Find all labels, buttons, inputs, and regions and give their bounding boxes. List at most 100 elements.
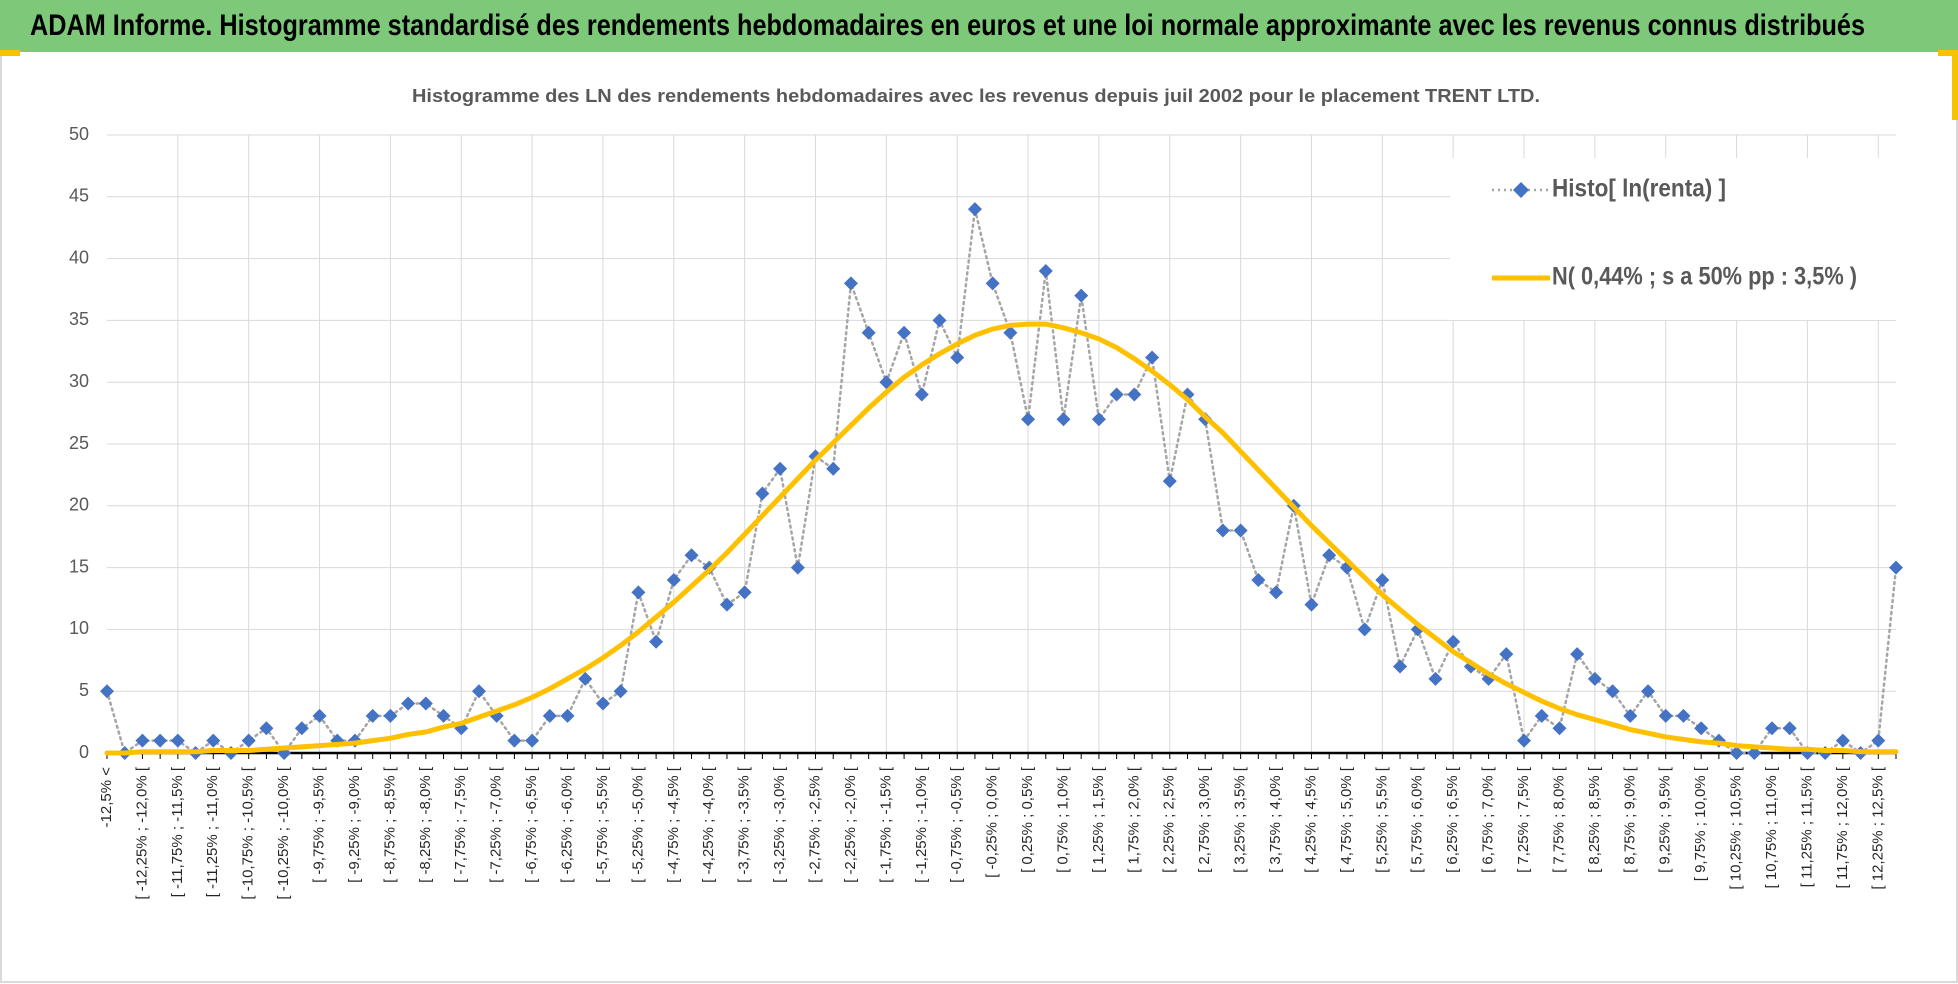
data-point (471, 684, 486, 699)
data-point (1322, 548, 1337, 563)
x-tick-label: [ -11,75% ; -11,5% [ (169, 766, 186, 897)
x-tick-label: [ 1,75% ; 2,0% [ (1125, 766, 1142, 873)
x-tick-label: [ -10,25% ; -10,0% [ (275, 766, 292, 899)
data-point (1127, 387, 1142, 402)
x-tick-label: [ 2,25% ; 2,5% [ (1161, 766, 1178, 873)
data-point (932, 313, 947, 328)
x-tick-label: [ 7,25% ; 7,5% [ (1515, 766, 1532, 873)
corner-accent (1938, 50, 1958, 56)
x-tick-label: [ 9,75% ; 10,0% [ (1692, 766, 1709, 881)
data-point (1570, 647, 1585, 662)
y-tick-label: 15 (69, 556, 89, 576)
corner-accent (1952, 50, 1958, 120)
data-point (365, 708, 380, 723)
data-point (1889, 560, 1903, 575)
data-point (153, 733, 168, 748)
data-point (170, 733, 185, 748)
data-point (1357, 622, 1372, 637)
legend-marker (1513, 182, 1529, 198)
corner-accent (0, 50, 20, 56)
x-tick-label: [ 10,75% ; 11,0% [ (1763, 766, 1780, 888)
x-tick-label: [ -3,25% ; -3,0% [ (771, 766, 788, 883)
data-point (719, 597, 734, 612)
data-point (1109, 387, 1124, 402)
series-line (104, 321, 1899, 756)
data-point (1552, 721, 1567, 736)
data-point (1251, 572, 1266, 587)
y-tick-label: 45 (69, 186, 89, 206)
y-tick-label: 5 (79, 680, 89, 700)
x-tick-label: [ 11,25% ; 11,5% [ (1798, 766, 1815, 887)
legend-label: Histo[ ln(renta) ] (1552, 175, 1726, 203)
data-point (755, 486, 770, 501)
x-tick-label: [ -5,75% ; -5,5% [ (594, 766, 611, 883)
data-point (1215, 523, 1230, 538)
x-tick-label: [ 1,25% ; 1,5% [ (1090, 766, 1107, 873)
x-tick-label: [ 4,75% ; 5,0% [ (1338, 766, 1355, 873)
chart-title: Histogramme des LN des rendements hebdom… (412, 86, 1540, 106)
x-tick-label: -12,5% < (98, 767, 115, 828)
data-point (1658, 708, 1673, 723)
data-point (1375, 572, 1390, 587)
x-tick-label: [ -4,75% ; -4,5% [ (665, 766, 682, 883)
y-tick-label: 25 (69, 433, 89, 453)
data-point (950, 350, 965, 365)
x-tick-label: [ -5,25% ; -5,0% [ (629, 766, 646, 883)
x-tick-label: [ 3,25% ; 3,5% [ (1232, 766, 1249, 873)
x-tick-label: [ -6,75% ; -6,5% [ (523, 766, 540, 883)
data-point (1641, 684, 1656, 699)
x-tick-label: [ -12,25% ; -12,0% [ (133, 766, 150, 899)
data-point (1605, 684, 1620, 699)
data-point (1003, 325, 1018, 340)
data-point (897, 325, 912, 340)
data-point (1162, 474, 1177, 489)
data-point (1304, 597, 1319, 612)
data-point (1074, 288, 1089, 303)
data-point (826, 461, 841, 476)
data-point (914, 387, 929, 402)
data-point (1145, 350, 1160, 365)
x-tick-label: [ 0,75% ; 1,0% [ (1054, 766, 1071, 873)
x-tick-label: [ -3,75% ; -3,5% [ (736, 766, 753, 883)
data-point (1446, 634, 1461, 649)
data-point (206, 733, 221, 748)
header-title: ADAM Informe. Histogramme standardisé de… (30, 9, 1865, 42)
y-tick-label: 50 (69, 124, 89, 144)
data-point (1694, 721, 1709, 736)
data-point (879, 375, 894, 390)
data-point (1056, 412, 1071, 427)
data-point (595, 696, 610, 711)
data-point (525, 733, 540, 748)
data-point (1091, 412, 1106, 427)
x-tick-label: [ 8,75% ; 9,0% [ (1621, 766, 1638, 873)
data-point (1765, 721, 1780, 736)
legend-box (1450, 158, 1896, 320)
x-tick-label: [ 6,25% ; 6,5% [ (1444, 766, 1461, 873)
header-bar (0, 0, 1958, 52)
data-point (790, 560, 805, 575)
data-point (294, 721, 309, 736)
legend-label: N( 0,44% ; s a 50% pp : 3,5% ) (1552, 263, 1857, 291)
data-point (985, 276, 1000, 291)
data-point (1782, 721, 1797, 736)
data-point (436, 708, 451, 723)
x-tick-label: [ -9,75% ; -9,5% [ (311, 766, 328, 883)
data-point (649, 634, 664, 649)
x-tick-label: [ 12,25% ; 12,5% [ (1869, 766, 1886, 889)
data-point (1499, 647, 1514, 662)
data-point (631, 585, 646, 600)
y-tick-label: 35 (69, 309, 89, 329)
x-tick-label: [ 0,25% ; 0,5% [ (1019, 766, 1036, 873)
x-tick-label: [ 5,75% ; 6,0% [ (1409, 766, 1426, 873)
data-point (843, 276, 858, 291)
x-tick-label: [ 6,75% ; 7,0% [ (1480, 766, 1497, 873)
data-point (684, 548, 699, 563)
x-tick-label: [ 3,75% ; 4,0% [ (1267, 766, 1284, 873)
y-tick-label: 10 (69, 618, 89, 638)
data-point (507, 733, 522, 748)
data-point (312, 708, 327, 723)
x-tick-label: [ 5,25% ; 5,5% [ (1373, 766, 1390, 873)
data-point (1393, 659, 1408, 674)
x-tick-label: [ -10,75% ; -10,5% [ (240, 766, 257, 899)
x-tick-label: [ -8,25% ; -8,0% [ (417, 766, 434, 883)
